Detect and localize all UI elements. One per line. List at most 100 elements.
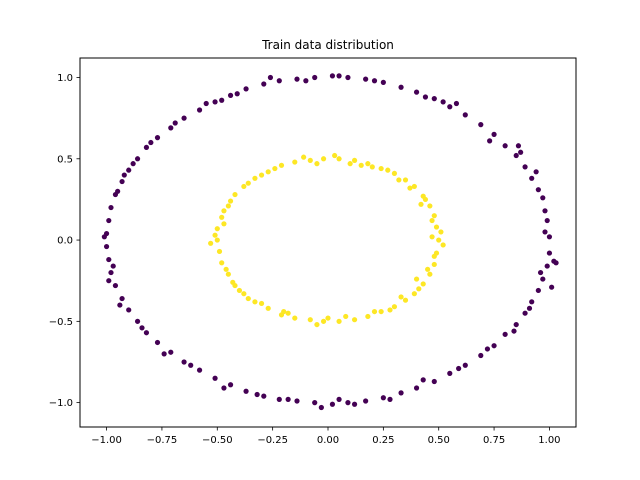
data-point-series-0-75 [544, 263, 550, 269]
data-point-series-1-84 [347, 161, 353, 167]
x-tick-label: −0.25 [257, 435, 288, 446]
data-point-series-1-35 [336, 318, 342, 324]
data-point-series-1-53 [332, 152, 338, 159]
data-point-series-0-97 [117, 302, 123, 308]
points-layer [101, 73, 559, 411]
data-point-series-1-39 [391, 304, 398, 310]
data-point-series-0-16 [380, 79, 386, 85]
data-point-series-0-86 [336, 73, 342, 79]
data-point-series-1-64 [314, 321, 320, 328]
data-point-series-1-40 [402, 297, 409, 303]
data-point-series-0-119 [336, 396, 342, 402]
data-point-series-1-41 [411, 291, 417, 297]
data-point-series-0-100 [188, 362, 194, 368]
data-point-series-1-75 [245, 295, 251, 302]
data-point-series-0-5 [529, 175, 535, 181]
data-point-series-0-90 [203, 100, 209, 107]
data-point-series-0-24 [243, 86, 249, 92]
data-point-series-0-36 [108, 204, 114, 211]
data-point-series-1-79 [413, 276, 420, 282]
data-point-series-1-2 [431, 213, 437, 219]
data-point-series-0-31 [143, 144, 150, 151]
data-point-series-0-25 [227, 92, 234, 98]
data-point-series-0-108 [456, 365, 462, 372]
data-point-series-0-93 [130, 161, 136, 167]
data-point-series-0-95 [101, 234, 107, 240]
data-point-series-0-39 [103, 243, 110, 250]
data-point-series-1-38 [378, 308, 384, 315]
data-point-series-0-101 [221, 385, 227, 391]
y-axis: −1.0 −0.5 0.0 0.5 1.0 [49, 73, 80, 409]
data-point-series-0-70 [513, 321, 519, 328]
data-point-series-0-59 [345, 400, 351, 406]
data-point-series-0-94 [115, 188, 121, 194]
data-point-series-0-104 [318, 404, 324, 411]
data-point-series-1-48 [429, 217, 435, 224]
data-point-series-0-102 [254, 391, 260, 398]
data-point-series-1-77 [387, 307, 393, 313]
data-point-series-1-66 [371, 308, 378, 315]
data-point-series-1-67 [398, 294, 404, 300]
data-point-series-1-0 [436, 237, 442, 243]
data-point-series-0-34 [119, 178, 125, 185]
data-point-series-0-17 [363, 76, 369, 82]
data-point-series-0-22 [276, 78, 282, 84]
data-point-series-1-44 [431, 261, 437, 268]
data-point-series-0-11 [462, 112, 468, 118]
data-point-series-1-18 [241, 183, 247, 190]
data-point-series-1-36 [351, 317, 358, 323]
data-point-series-1-33 [307, 317, 313, 323]
data-point-series-1-59 [208, 240, 214, 246]
data-point-series-0-4 [535, 187, 541, 193]
data-point-series-0-85 [371, 78, 378, 84]
y-tick-label: 0.0 [57, 236, 73, 247]
data-point-series-0-10 [478, 122, 484, 128]
data-point-series-1-7 [391, 170, 398, 177]
data-point-series-1-30 [265, 305, 271, 311]
data-point-series-0-52 [227, 382, 234, 388]
data-point-series-1-24 [216, 248, 223, 255]
data-point-series-0-61 [380, 395, 386, 401]
data-point-series-1-25 [219, 260, 225, 266]
data-point-series-0-66 [462, 362, 468, 368]
data-point-series-1-29 [252, 299, 258, 305]
data-point-series-0-82 [487, 138, 493, 144]
data-point-series-0-27 [196, 107, 203, 113]
data-point-series-1-21 [219, 214, 225, 220]
data-point-series-0-41 [108, 269, 114, 276]
data-point-series-0-76 [546, 250, 553, 256]
data-point-series-0-32 [134, 156, 141, 162]
data-point-series-1-14 [292, 159, 298, 165]
data-point-series-0-64 [431, 378, 437, 385]
data-point-series-1-62 [258, 300, 265, 307]
data-point-series-1-85 [396, 177, 402, 183]
data-point-series-1-78 [431, 253, 437, 259]
data-point-series-0-81 [515, 143, 522, 149]
x-tick-label: 0.25 [372, 435, 394, 446]
data-point-series-0-116 [106, 278, 112, 284]
data-point-series-0-45 [134, 318, 141, 324]
data-point-series-0-30 [154, 135, 161, 141]
data-point-series-1-15 [278, 162, 285, 168]
data-point-series-1-8 [378, 165, 384, 172]
x-axis: −1.00 −0.75 −0.50 −0.25 0.00 0.25 0.50 0.75 1.00 [91, 427, 561, 446]
data-point-series-1-49 [422, 196, 429, 203]
data-point-series-0-99 [161, 351, 167, 357]
data-point-series-1-17 [252, 175, 258, 181]
data-point-series-1-50 [407, 185, 413, 191]
chart-title: Train data distribution [261, 38, 394, 52]
data-point-series-0-89 [234, 91, 240, 97]
data-point-series-0-72 [529, 299, 535, 305]
data-point-series-1-82 [221, 208, 227, 214]
data-point-series-1-13 [307, 157, 313, 164]
data-point-series-1-22 [214, 226, 220, 232]
data-point-series-1-34 [320, 318, 327, 324]
data-point-series-1-73 [258, 172, 265, 178]
data-point-series-1-42 [420, 281, 426, 287]
data-point-series-1-72 [369, 164, 375, 170]
data-point-series-1-16 [265, 169, 271, 175]
data-point-series-0-110 [511, 328, 517, 334]
x-tick-label: 0.75 [483, 435, 505, 446]
data-point-series-1-43 [427, 271, 433, 277]
